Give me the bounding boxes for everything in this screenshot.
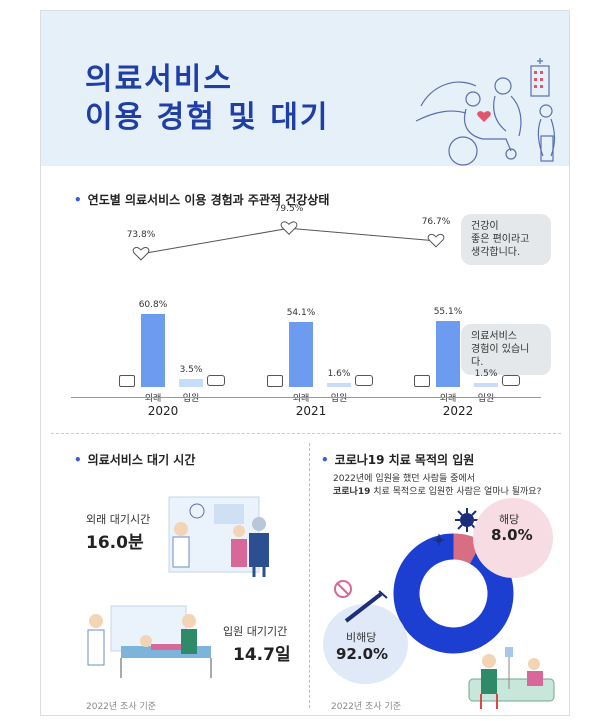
year-label: 2022 xyxy=(442,404,474,418)
category-label-outpatient: 외래 xyxy=(144,394,162,404)
yes-label: 해당 xyxy=(499,513,520,526)
bar-inpatient xyxy=(327,383,351,387)
hospital-bed-illustration xyxy=(87,605,212,678)
briefcase-icon xyxy=(119,375,135,387)
question-rest: 치료 목적으로 입원한 사람은 얼마나 될까요? xyxy=(370,487,542,497)
heart-marker-icon xyxy=(427,234,445,248)
hospital-patient-illustration xyxy=(468,647,555,709)
category-label-inpatient: 입원 xyxy=(330,394,348,404)
health-line-chart xyxy=(132,221,445,261)
health-line-value: 76.7% xyxy=(421,216,451,227)
column-divider xyxy=(309,443,310,708)
bar-inpatient-value: 1.6% xyxy=(327,369,351,380)
heart-marker-icon xyxy=(280,221,298,235)
no-label: 비해당 xyxy=(346,631,377,644)
category-label-outpatient: 외래 xyxy=(292,394,310,404)
health-line-value: 73.8% xyxy=(126,229,156,240)
bar-outpatient-value: 54.1% xyxy=(286,308,316,319)
section2-note: 2022년 조사 기준 xyxy=(86,702,157,712)
inpatient-wait-label: 입원 대기기간 xyxy=(223,625,288,638)
title-line-2: 이용 경험 및 대기 xyxy=(85,100,330,135)
section3-title: • 코로나19 치료 목적의 입원 xyxy=(321,453,475,467)
care-illustration xyxy=(415,58,555,166)
briefcase-icon xyxy=(414,375,430,387)
bubble-service-text: 의료서비스 경험이 있습니다. xyxy=(471,331,530,368)
question-bold: 코로나19 xyxy=(333,487,371,497)
section1-title: • 연도별 의료서비스 이용 경험과 주관적 건강상태 xyxy=(74,193,330,207)
question-line-2: 코로나19 치료 목적으로 입원한 사람은 얼마나 될까요? xyxy=(333,484,541,497)
small-virus-icon xyxy=(433,534,445,546)
bar-inpatient xyxy=(474,383,498,387)
bullet-icon: • xyxy=(321,453,329,467)
category-label-inpatient: 입원 xyxy=(182,394,200,404)
bar-outpatient-value: 60.8% xyxy=(138,300,168,311)
yes-badge xyxy=(473,498,553,578)
no-badge xyxy=(323,604,408,684)
bubble-health: 건강이 좋은 편이라고 생각합니다. xyxy=(461,214,551,265)
infographic-page: 의료서비스 이용 경험 및 대기 xyxy=(40,10,570,716)
clinic-waiting-illustration xyxy=(168,496,269,577)
no-value: 92.0% xyxy=(336,645,389,663)
category-label-inpatient: 입원 xyxy=(477,394,495,404)
bubble-service: 의료서비스 경험이 있습니다. xyxy=(461,324,551,375)
question-line-1: 2022년에 입원을 했던 사람들 중에서 xyxy=(333,474,475,484)
ambulance-icon xyxy=(502,375,520,386)
bar-inpatient-value: 3.5% xyxy=(179,364,203,375)
year-label: 2020 xyxy=(147,404,179,418)
bar-outpatient xyxy=(289,322,313,387)
title-line-1: 의료서비스 xyxy=(85,62,233,97)
yes-value: 8.0% xyxy=(491,526,533,544)
x-axis-line xyxy=(71,397,541,398)
virus-cross-icon xyxy=(334,580,352,598)
section3-note: 2022년 조사 기준 xyxy=(331,702,402,712)
bar-outpatient xyxy=(141,314,165,387)
year-label: 2021 xyxy=(295,404,327,418)
outpatient-wait-value: 16.0분 xyxy=(86,533,144,553)
bullet-icon: • xyxy=(74,453,82,467)
briefcase-icon xyxy=(267,375,283,387)
ambulance-icon xyxy=(355,375,373,386)
syringe-icon xyxy=(344,590,388,623)
page-title: 의료서비스 이용 경험 및 대기 xyxy=(85,61,330,137)
outpatient-wait-label: 외래 대기시간 xyxy=(86,513,151,526)
category-label-outpatient: 외래 xyxy=(439,394,457,404)
section-divider xyxy=(51,433,561,434)
bar-inpatient-value: 1.5% xyxy=(474,369,498,380)
heart-marker-icon xyxy=(132,247,150,261)
inpatient-wait-value: 14.7일 xyxy=(233,645,291,665)
bubble-health-text: 건강이 좋은 편이라고 생각합니다. xyxy=(471,221,530,258)
header-banner: 의료서비스 이용 경험 및 대기 xyxy=(41,11,569,166)
bar-outpatient-value: 55.1% xyxy=(433,306,463,317)
ambulance-icon xyxy=(207,375,225,386)
heart-icon xyxy=(477,111,491,122)
bar-inpatient xyxy=(179,378,203,387)
health-line-value: 79.5% xyxy=(274,204,304,215)
section2-title: • 의료서비스 대기 시간 xyxy=(74,453,196,467)
bar-outpatient xyxy=(436,320,460,387)
bullet-icon: • xyxy=(74,193,82,207)
